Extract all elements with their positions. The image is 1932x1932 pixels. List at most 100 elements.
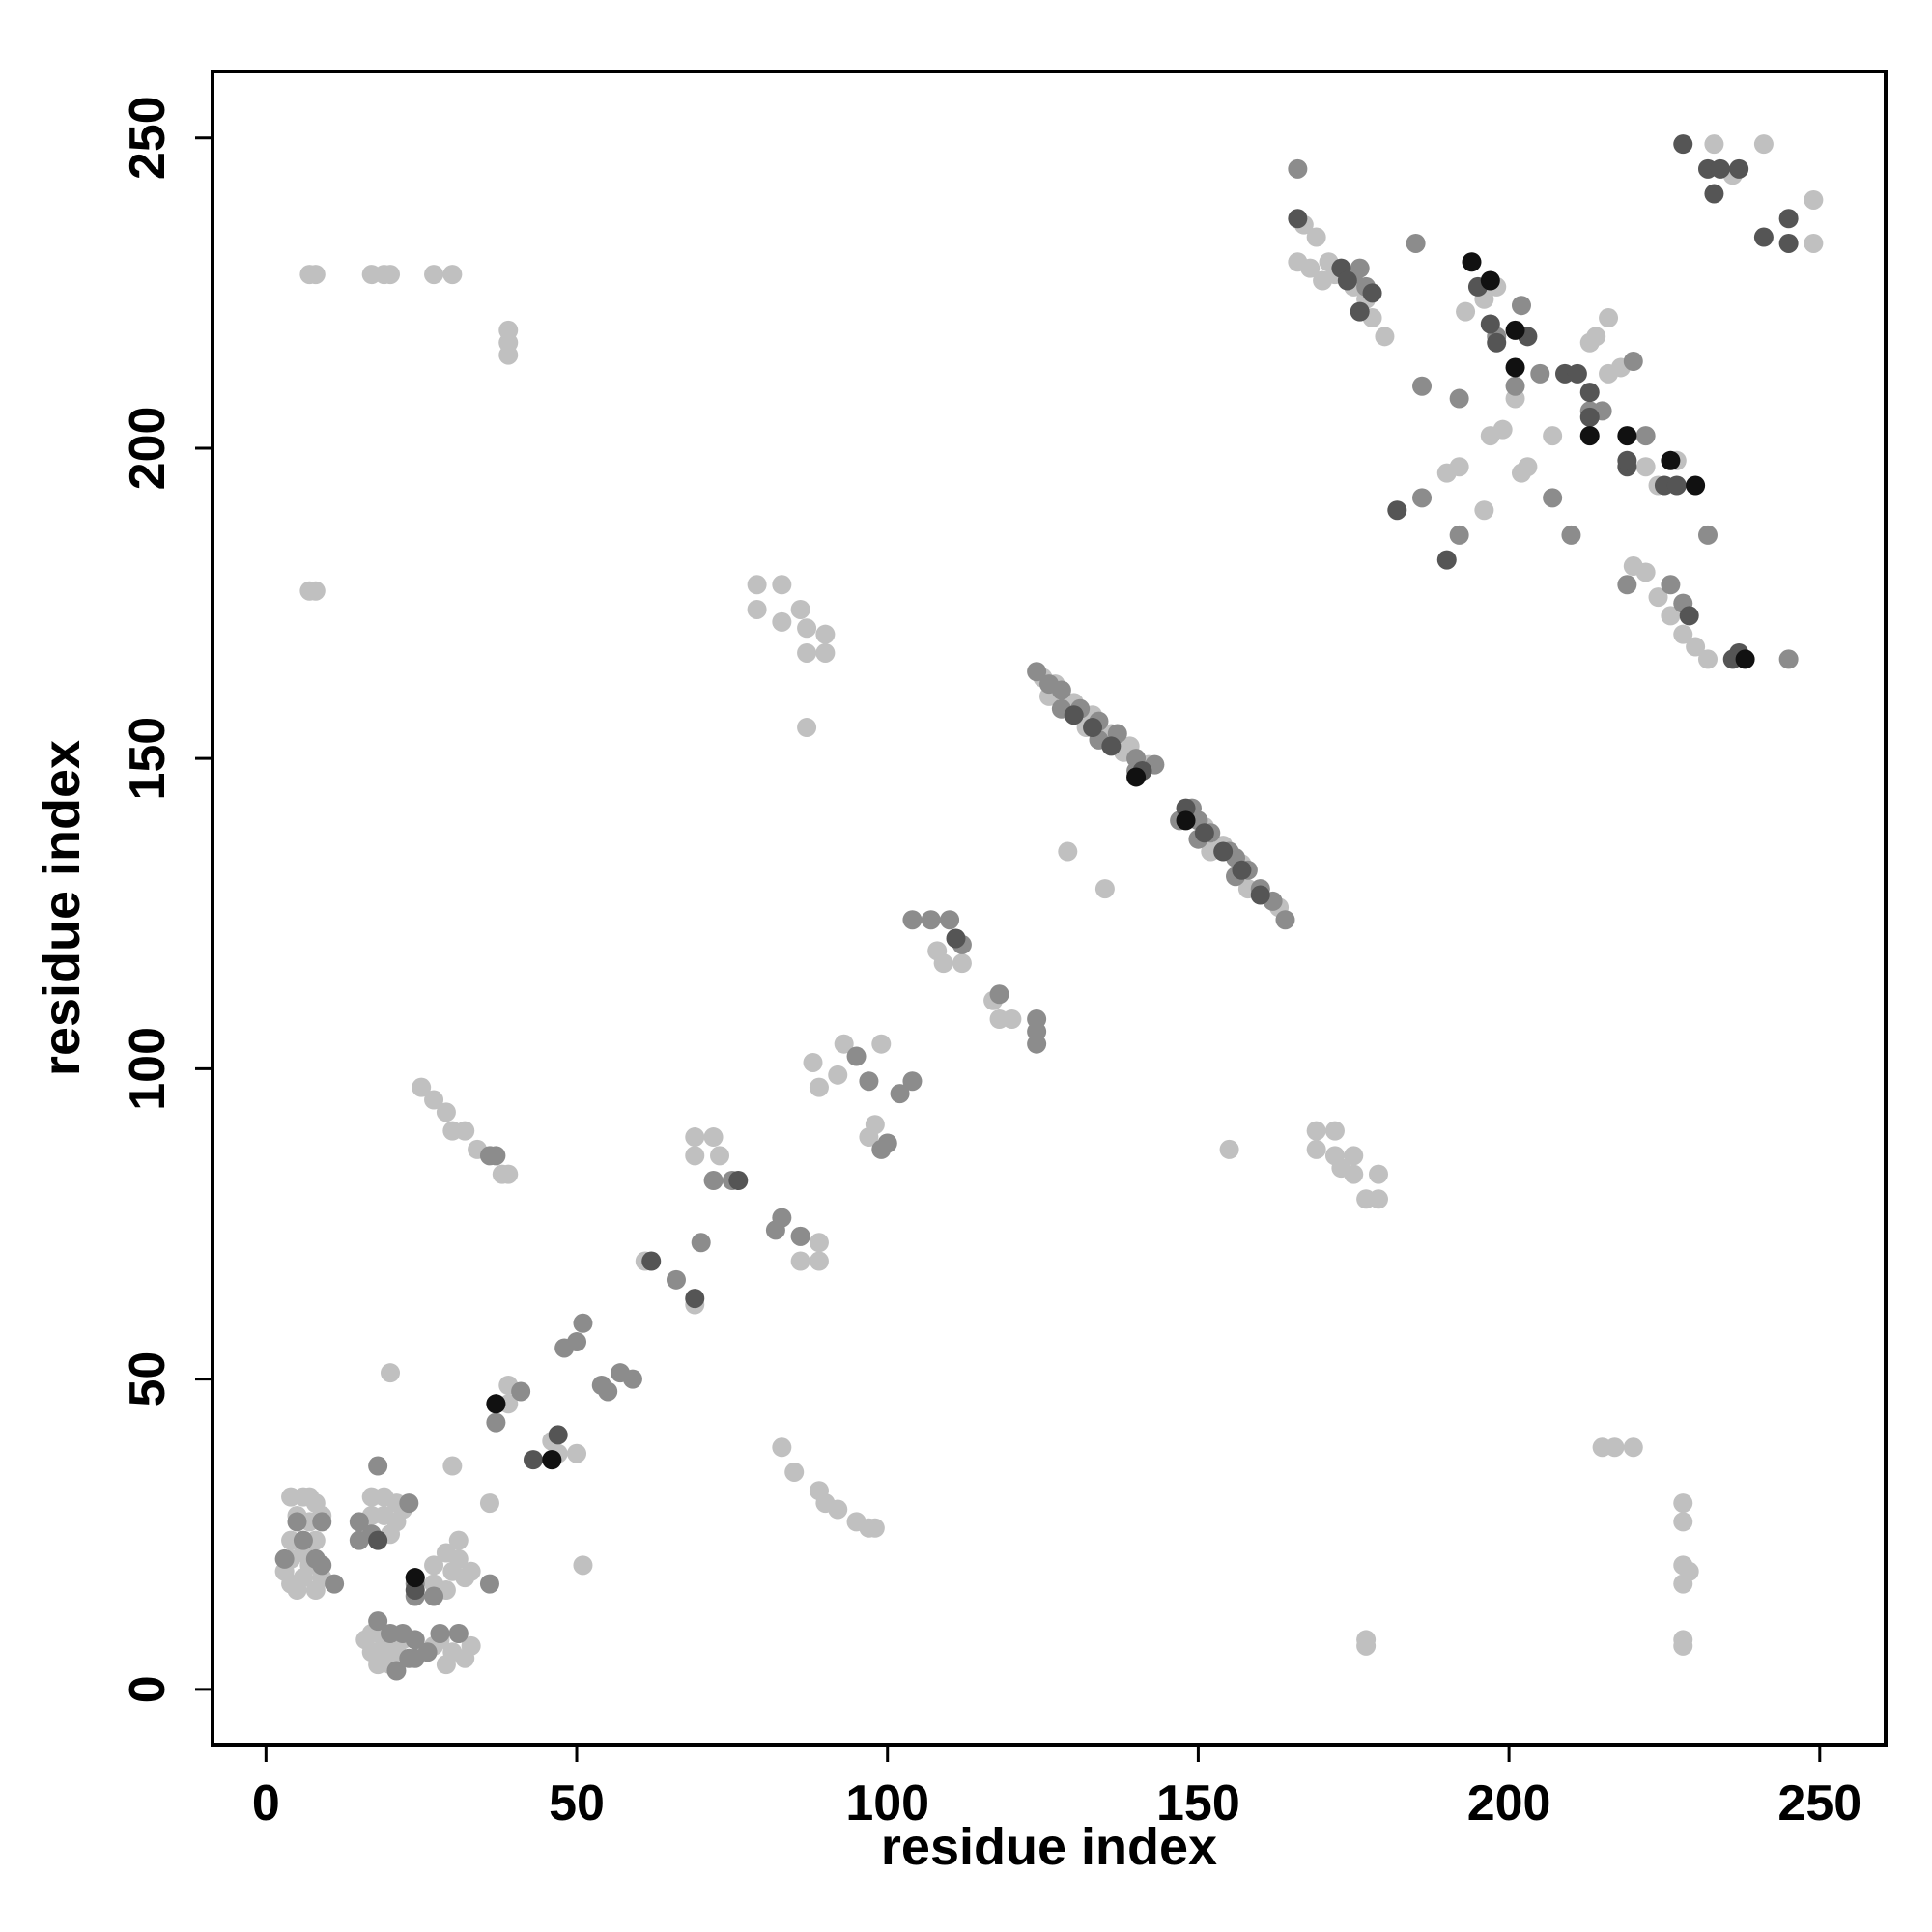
data-point [865,1518,885,1538]
data-point [1462,252,1482,272]
data-point [598,1381,618,1402]
data-point [1306,1139,1326,1159]
y-tick-label: 150 [120,717,176,801]
data-point [747,599,767,619]
data-point [312,1512,332,1532]
data-point [1219,1139,1239,1159]
data-point [809,1233,829,1253]
data-point [405,1568,425,1588]
data-point [710,1146,730,1166]
data-point [1275,910,1295,930]
data-point [349,1512,369,1532]
data-point [1232,860,1252,880]
data-point [405,1630,425,1650]
data-point [1518,457,1538,477]
data-point [436,1655,456,1675]
data-point [486,1394,506,1414]
y-tick-label: 250 [120,96,176,180]
data-point [567,1443,587,1463]
data-point [703,1127,724,1148]
data-point [871,1034,892,1054]
plot-area [274,134,1824,1681]
data-point [1412,488,1433,508]
data-point [641,1251,662,1271]
data-point [1412,376,1433,396]
data-point [1505,376,1525,396]
data-point [1673,624,1693,644]
data-point [1300,258,1321,278]
data-point [424,1555,444,1576]
data-point [1083,718,1103,738]
data-point [287,1512,307,1532]
data-point [442,1456,463,1476]
data-point [1661,450,1681,470]
data-point [1176,810,1196,831]
data-point [368,1611,388,1632]
data-point [1704,134,1724,155]
y-tick-label: 0 [120,1675,176,1703]
x-tick-label: 100 [845,1776,929,1832]
data-point [666,1269,686,1290]
data-point [461,1561,481,1581]
data-point [815,624,836,644]
data-point [442,265,463,285]
data-point [1505,320,1525,340]
data-point [1666,475,1687,496]
data-point [691,1233,711,1253]
data-point [424,1586,444,1606]
data-point [1543,488,1563,508]
data-point [1617,450,1637,470]
data-point [1697,649,1718,669]
data-point [1126,767,1147,787]
data-point [815,642,836,663]
data-point [455,1121,475,1141]
data-point [1002,1009,1022,1029]
data-point [1027,662,1047,682]
data-point [1356,1635,1377,1656]
data-point [1058,841,1078,862]
data-point [1673,1574,1693,1594]
data-point [828,1499,848,1520]
data-point [1661,575,1681,595]
data-point [859,1071,879,1092]
data-point [685,1289,705,1309]
data-point [790,1226,810,1246]
data-point [1635,457,1656,477]
data-point [523,1450,543,1470]
data-point [461,1635,481,1656]
data-point [1778,209,1799,229]
data-point [399,1493,419,1514]
data-point [846,1046,867,1066]
plot-frame [211,70,1888,1747]
data-point [436,1102,456,1122]
data-point [498,345,519,365]
data-point [1579,407,1600,427]
data-point [1617,575,1637,595]
data-point [1623,352,1643,372]
data-point [368,1530,388,1550]
data-point [1194,823,1214,843]
data-point [1213,841,1234,862]
data-point [412,1077,432,1097]
data-point [1492,419,1513,440]
data-point [498,1164,519,1184]
data-point [1579,426,1600,446]
data-point [1306,1121,1326,1141]
data-point [1804,189,1824,210]
data-point [1250,885,1270,905]
data-point [1804,233,1824,253]
x-tick-label: 250 [1777,1776,1861,1832]
data-point [946,928,966,949]
data-point [1710,158,1730,179]
data-point [1350,301,1370,322]
data-point [1505,357,1525,378]
data-point [1543,426,1563,446]
data-point [1094,879,1115,899]
data-point [765,1220,785,1240]
data-point [703,1171,724,1191]
data-point [803,1052,823,1072]
data-point [1487,332,1507,353]
data-point [1679,606,1699,626]
data-point [1511,296,1531,316]
data-point [1729,158,1749,179]
